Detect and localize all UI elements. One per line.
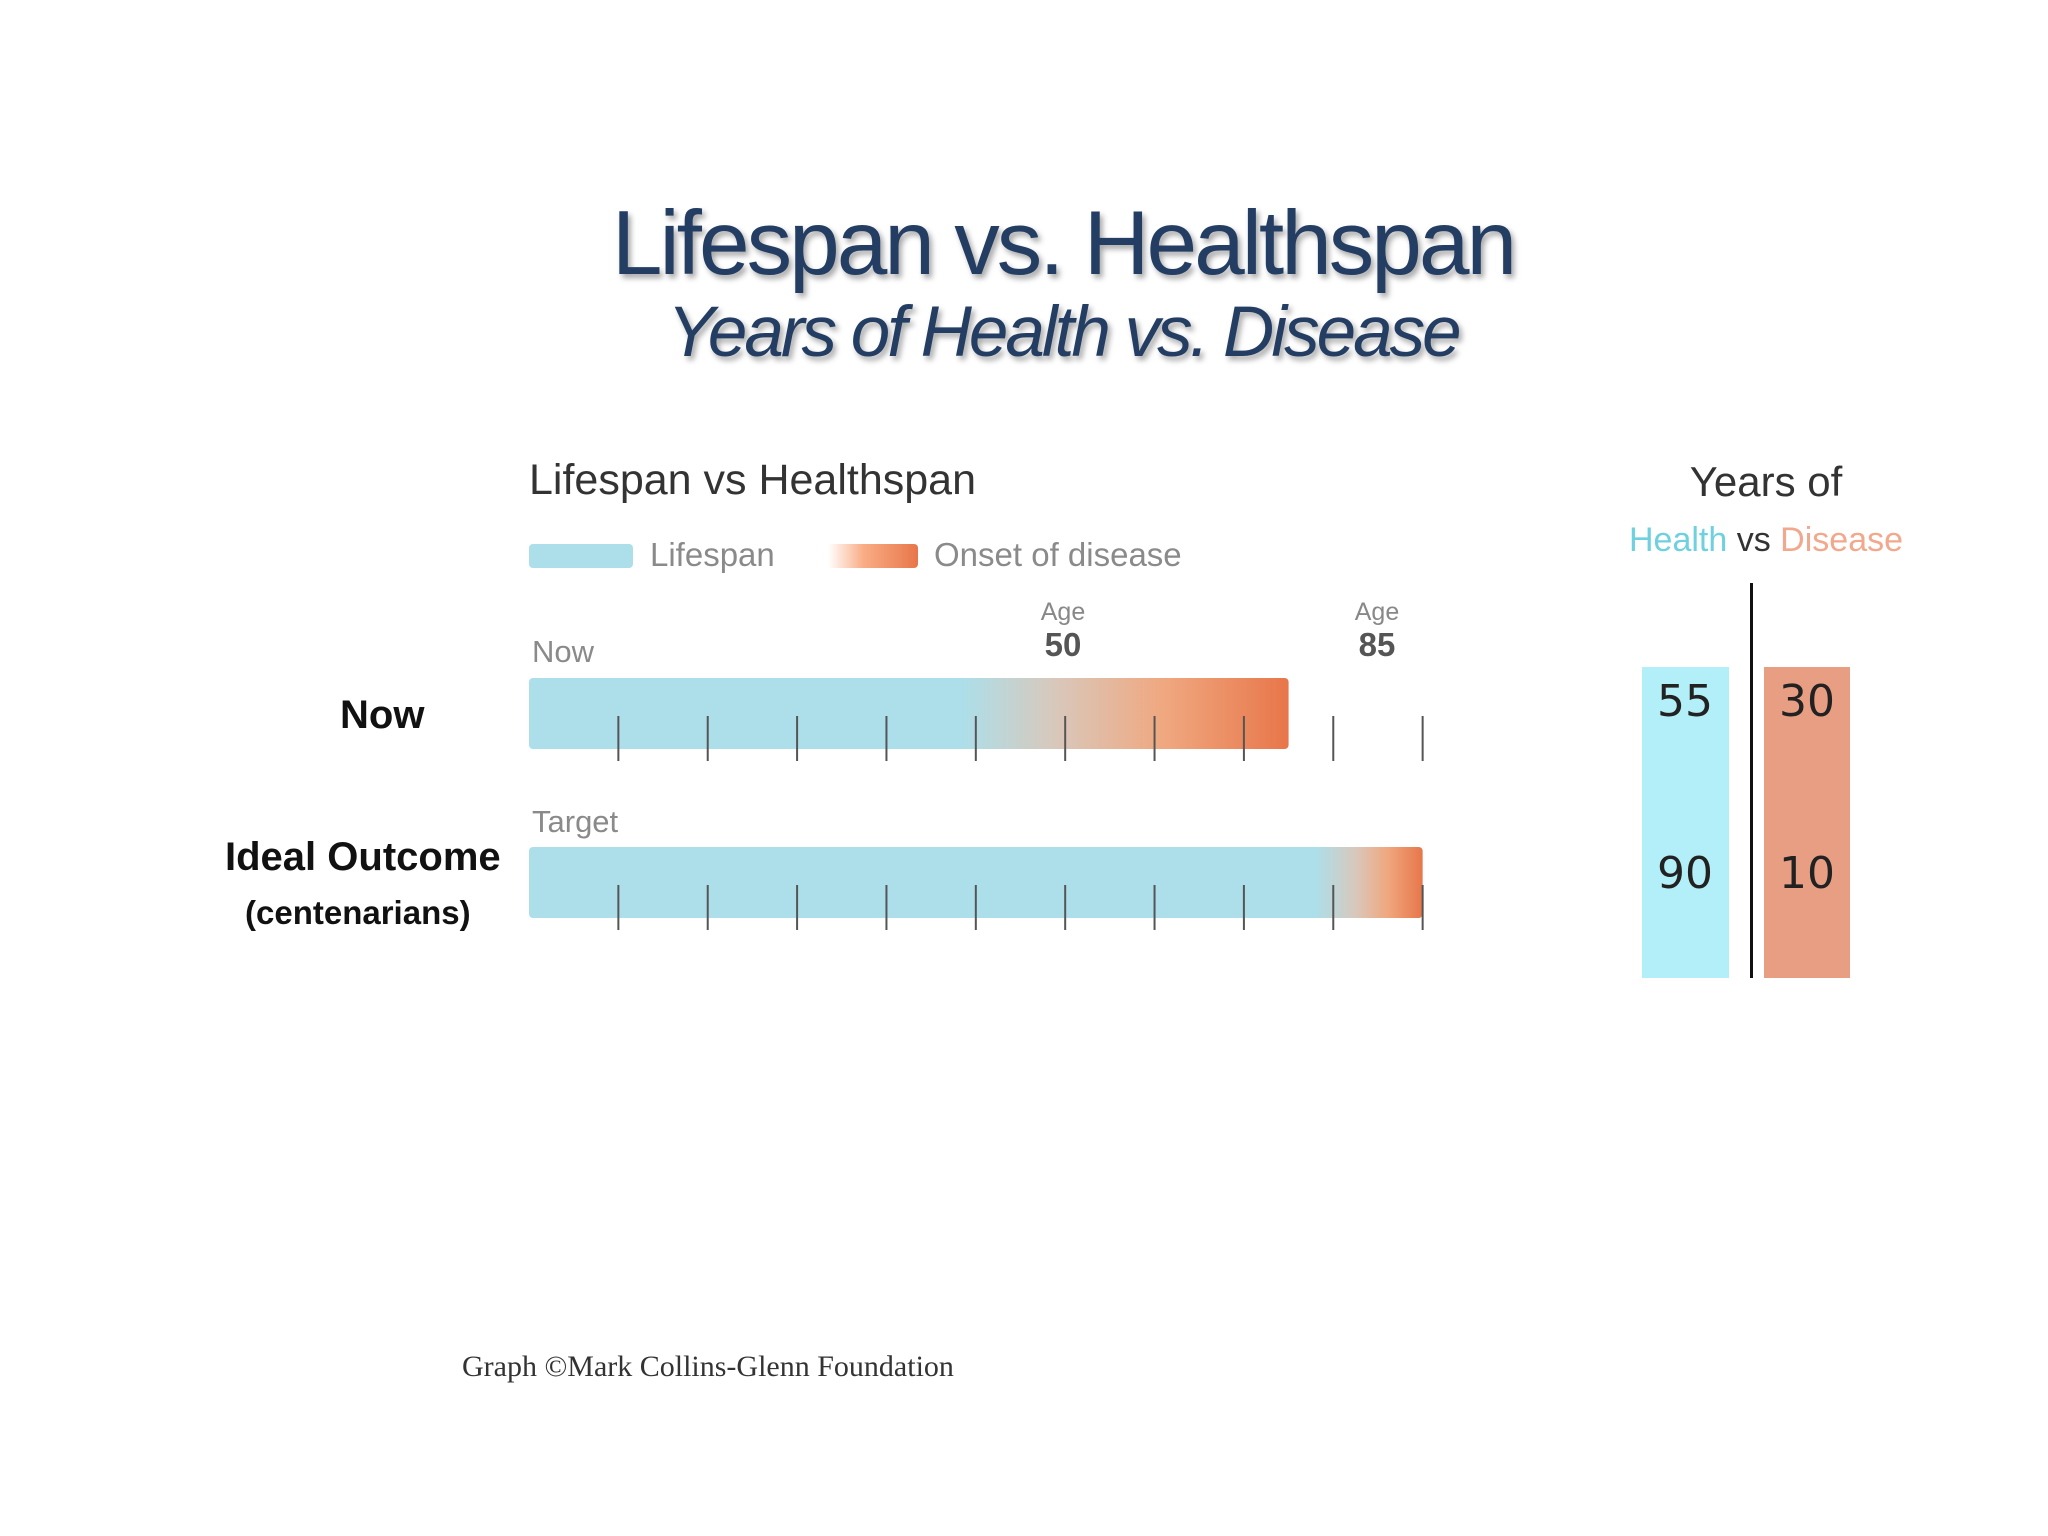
health-vs-disease-heading: Health vs Disease bbox=[1606, 521, 1926, 560]
row-tag-now: Now bbox=[532, 634, 595, 669]
legend-label-disease: Onset of disease bbox=[934, 536, 1182, 573]
panel-divider bbox=[1750, 583, 1753, 978]
disease-value-now: 30 bbox=[1779, 676, 1835, 727]
health-value-ideal: 90 bbox=[1657, 848, 1713, 899]
row-label-ideal: Ideal Outcome bbox=[225, 835, 501, 879]
legend-swatch-disease bbox=[828, 544, 918, 568]
disease-value-ideal: 10 bbox=[1779, 848, 1835, 899]
legend-swatch-lifespan bbox=[529, 544, 633, 568]
row-label-ideal-sub: (centenarians) bbox=[245, 894, 471, 931]
legend-label-lifespan: Lifespan bbox=[650, 536, 775, 573]
main-title: Lifespan vs. Healthspan bbox=[611, 193, 1517, 294]
age-marker-2-value: 85 bbox=[1358, 626, 1396, 663]
sub-title: Years of Health vs. Disease bbox=[667, 293, 1461, 372]
chart-title: Lifespan vs Healthspan bbox=[529, 456, 977, 504]
age-marker-1-value: 50 bbox=[1044, 626, 1082, 663]
age-marker-1-word: Age bbox=[1040, 598, 1086, 626]
years-heading: Years of bbox=[1689, 458, 1843, 505]
disease-label: Disease bbox=[1780, 521, 1904, 559]
disease-column-bar bbox=[1764, 667, 1850, 978]
vs-label: vs bbox=[1736, 521, 1771, 559]
lifespan-bar-ideal bbox=[529, 847, 1423, 918]
row-label-now: Now bbox=[340, 693, 425, 737]
health-column-bar bbox=[1642, 667, 1729, 978]
health-value-now: 55 bbox=[1657, 676, 1713, 727]
lifespan-bar-now bbox=[529, 678, 1289, 749]
row-tag-target: Target bbox=[532, 804, 619, 839]
age-marker-2-word: Age bbox=[1354, 598, 1400, 626]
footer-credit: Graph ©Mark Collins-Glenn Foundation bbox=[462, 1350, 954, 1383]
health-label: Health bbox=[1628, 521, 1728, 559]
